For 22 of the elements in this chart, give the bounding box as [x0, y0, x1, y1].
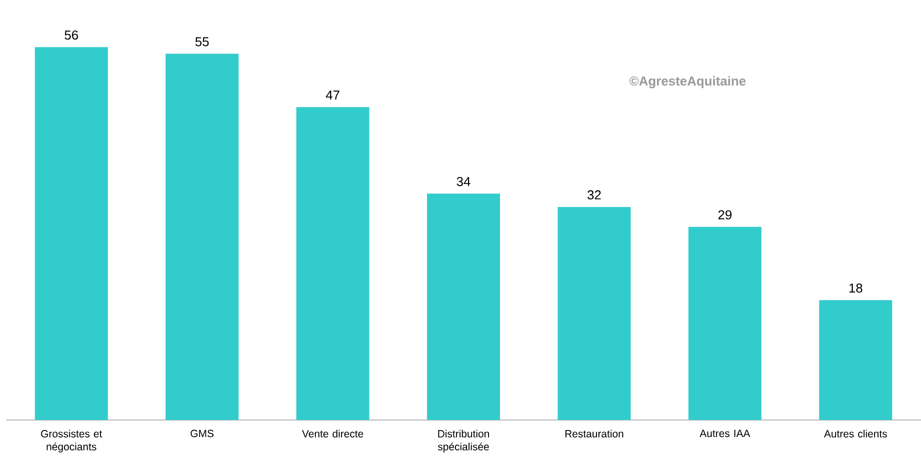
x-tick-label: Autres clients: [824, 430, 887, 438]
x-tick-label: Autres IAA: [700, 430, 750, 438]
data-label: 34: [456, 176, 470, 186]
data-label: 55: [195, 37, 209, 46]
bar: [558, 206, 631, 420]
data-label: 47: [326, 90, 340, 100]
bar: [34, 47, 108, 420]
bar: [166, 54, 239, 420]
data-label: 56: [64, 30, 78, 40]
bar: [688, 226, 762, 420]
bar: [427, 194, 500, 420]
x-tick-label: GMS: [190, 430, 214, 438]
bar: [296, 107, 370, 420]
bar: [819, 300, 892, 420]
annotation: ©AgresteAquitaine: [629, 76, 746, 88]
x-tick-label: Distribution spécialisée: [438, 430, 489, 452]
data-label: 18: [849, 283, 862, 293]
data-label: 32: [588, 190, 601, 200]
x-tick-label: Grossistes et négociants: [41, 430, 102, 452]
x-tick-label: Vente directe: [302, 430, 364, 438]
data-label: 29: [718, 210, 732, 220]
x-tick-label: Restauration: [565, 430, 624, 438]
